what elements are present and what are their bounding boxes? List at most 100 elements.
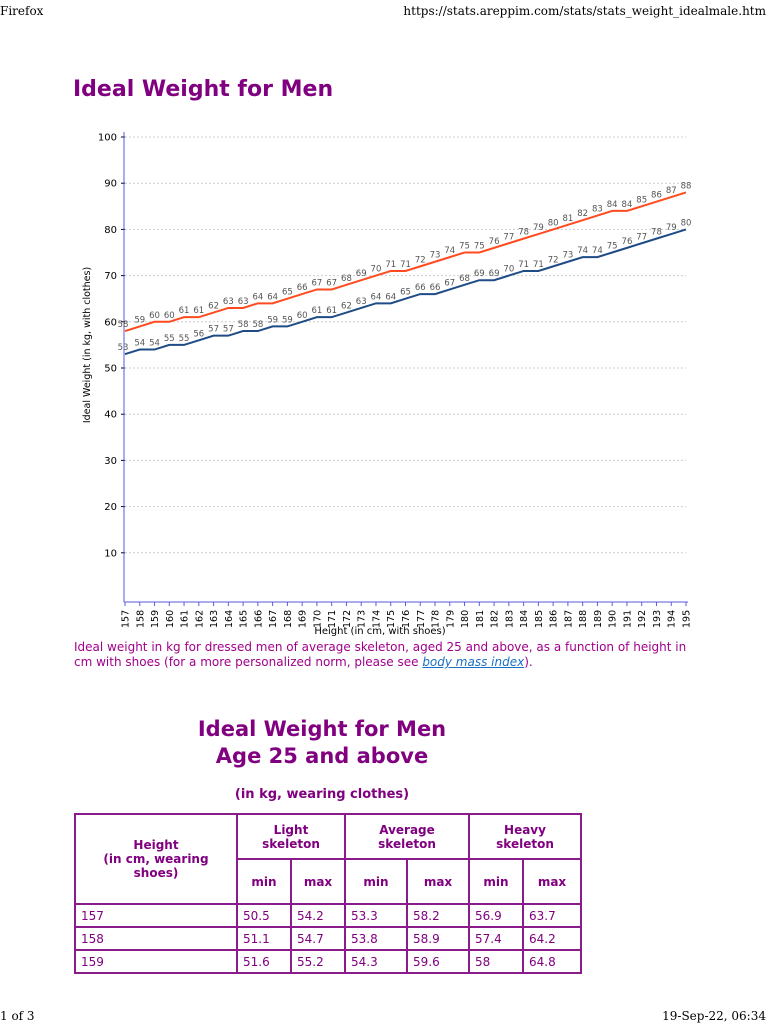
data-label: 88 bbox=[681, 181, 692, 191]
browser-app-name: Firefox bbox=[0, 4, 44, 18]
table-row: 157 50.5 54.2 53.3 58.2 56.9 63.7 bbox=[74, 903, 582, 928]
x-tick-label: 179 bbox=[445, 610, 456, 628]
data-label: 64 bbox=[385, 292, 396, 302]
data-label: 78 bbox=[518, 228, 529, 238]
x-tick-label: 182 bbox=[490, 610, 501, 628]
data-label: 71 bbox=[518, 260, 529, 270]
data-label: 69 bbox=[356, 269, 367, 279]
table-cell: 63.7 bbox=[522, 903, 582, 928]
sub-header: max bbox=[406, 858, 470, 905]
data-label: 65 bbox=[400, 288, 411, 298]
data-label: 71 bbox=[533, 260, 544, 270]
x-tick-label: 166 bbox=[253, 610, 264, 628]
data-label: 87 bbox=[666, 186, 677, 196]
data-label: 77 bbox=[503, 232, 514, 242]
series-line-0 bbox=[124, 191, 687, 332]
ideal-weight-table: Height (in cm, wearing shoes) Light skele… bbox=[74, 813, 582, 974]
x-tick-label: 175 bbox=[386, 610, 397, 628]
data-label: 64 bbox=[252, 292, 263, 302]
x-tick-label: 186 bbox=[549, 610, 560, 628]
x-tick-label: 162 bbox=[194, 610, 205, 628]
data-label: 58 bbox=[118, 320, 129, 330]
table-cell: 157 bbox=[74, 903, 238, 928]
data-label: 61 bbox=[193, 306, 204, 316]
x-tick-label: 168 bbox=[283, 610, 294, 628]
y-tick-label: 80 bbox=[104, 225, 117, 236]
table-cell: 58 bbox=[468, 949, 524, 974]
data-label: 83 bbox=[592, 205, 603, 215]
x-tick-label: 191 bbox=[622, 610, 633, 628]
data-label: 84 bbox=[607, 200, 618, 210]
table-cell: 64.8 bbox=[522, 949, 582, 974]
data-label: 67 bbox=[444, 278, 455, 288]
data-label: 60 bbox=[297, 311, 308, 321]
data-label: 65 bbox=[282, 288, 293, 298]
y-tick-label: 20 bbox=[104, 502, 117, 513]
table-cell: 53.3 bbox=[344, 903, 408, 928]
sub-header: max bbox=[522, 858, 582, 905]
data-label: 64 bbox=[267, 292, 278, 302]
data-label: 63 bbox=[238, 297, 249, 307]
table-cell: 51.6 bbox=[236, 949, 292, 974]
data-label: 79 bbox=[533, 223, 544, 233]
x-tick-label: 178 bbox=[431, 610, 442, 628]
table-cell: 56.9 bbox=[468, 903, 524, 928]
table-subtitle: (in kg, wearing clothes) bbox=[234, 787, 410, 802]
x-tick-label: 195 bbox=[682, 610, 693, 628]
data-label: 70 bbox=[371, 265, 382, 275]
group-header: Heavy skeleton bbox=[468, 813, 582, 860]
caption-end: ). bbox=[524, 655, 533, 669]
data-label: 78 bbox=[651, 228, 662, 238]
table-title-line1: Ideal Weight for Men bbox=[197, 717, 447, 741]
y-axis-label: Ideal Weight (in kg, with clothes) bbox=[82, 267, 93, 423]
data-label: 71 bbox=[400, 260, 411, 270]
x-tick-label: 157 bbox=[121, 610, 132, 628]
bmi-link[interactable]: body mass index bbox=[422, 655, 525, 669]
data-label: 67 bbox=[312, 278, 323, 288]
sub-header: min bbox=[344, 858, 408, 905]
data-label: 70 bbox=[503, 265, 514, 275]
data-label: 76 bbox=[489, 237, 500, 247]
table-title-line2: Age 25 and above bbox=[215, 744, 429, 768]
table-row: 159 51.6 55.2 54.3 59.6 58 64.8 bbox=[74, 949, 582, 974]
data-label: 64 bbox=[371, 292, 382, 302]
series-line-1 bbox=[124, 228, 687, 356]
data-label: 75 bbox=[607, 242, 618, 252]
data-label: 82 bbox=[577, 209, 588, 219]
x-tick-label: 169 bbox=[298, 610, 309, 628]
data-label: 53 bbox=[118, 343, 129, 353]
x-tick-label: 189 bbox=[593, 610, 604, 628]
x-tick-label: 188 bbox=[578, 610, 589, 628]
x-tick-label: 167 bbox=[268, 610, 279, 628]
y-tick-label: 50 bbox=[104, 364, 117, 375]
table-cell: 51.1 bbox=[236, 926, 292, 951]
y-tick-label: 10 bbox=[104, 548, 117, 559]
data-label: 54 bbox=[149, 339, 160, 349]
print-datetime: 19-Sep-22, 06:34 bbox=[662, 1009, 766, 1023]
data-label: 81 bbox=[562, 214, 573, 224]
x-tick-label: 174 bbox=[371, 610, 382, 628]
x-tick-label: 170 bbox=[312, 610, 323, 628]
data-label: 62 bbox=[341, 302, 352, 312]
sub-header: min bbox=[468, 858, 524, 905]
data-label: 75 bbox=[474, 242, 485, 252]
x-tick-label: 172 bbox=[342, 610, 353, 628]
table-cell: 64.2 bbox=[522, 926, 582, 951]
chart-caption: Ideal weight in kg for dressed men of av… bbox=[74, 640, 704, 670]
table-cell: 53.8 bbox=[344, 926, 408, 951]
x-tick-label: 184 bbox=[519, 610, 530, 628]
data-label: 73 bbox=[562, 251, 573, 261]
table-title: Ideal Weight for Men Age 25 and above bbox=[74, 716, 570, 770]
y-tick-label: 90 bbox=[104, 179, 117, 190]
data-label: 63 bbox=[356, 297, 367, 307]
x-tick-label: 177 bbox=[416, 610, 427, 628]
table-row: 158 51.1 54.7 53.8 58.9 57.4 64.2 bbox=[74, 926, 582, 951]
x-tick-label: 194 bbox=[667, 610, 678, 628]
table-cell: 59.6 bbox=[406, 949, 470, 974]
y-tick-label: 100 bbox=[98, 133, 117, 144]
data-label: 60 bbox=[164, 311, 175, 321]
table-cell: 159 bbox=[74, 949, 238, 974]
data-label: 69 bbox=[489, 269, 500, 279]
data-label: 79 bbox=[666, 223, 677, 233]
data-label: 59 bbox=[134, 315, 145, 325]
